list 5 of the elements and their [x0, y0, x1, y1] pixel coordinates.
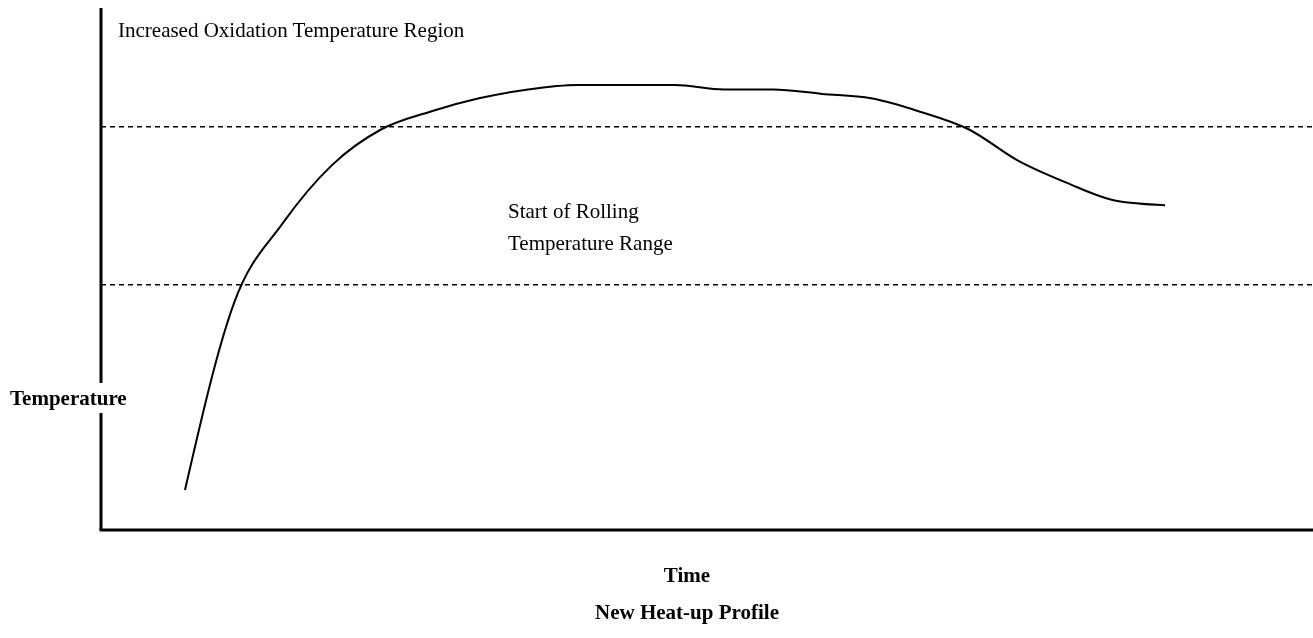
text: New Heat-up Profile	[595, 600, 779, 624]
y-axis-title: Temperature	[10, 386, 127, 410]
text: Increased Oxidation Temperature Region	[118, 18, 465, 42]
annotation: Start of Rolling Temperature Range	[508, 199, 673, 255]
x-axis-title: Time	[663, 563, 711, 587]
